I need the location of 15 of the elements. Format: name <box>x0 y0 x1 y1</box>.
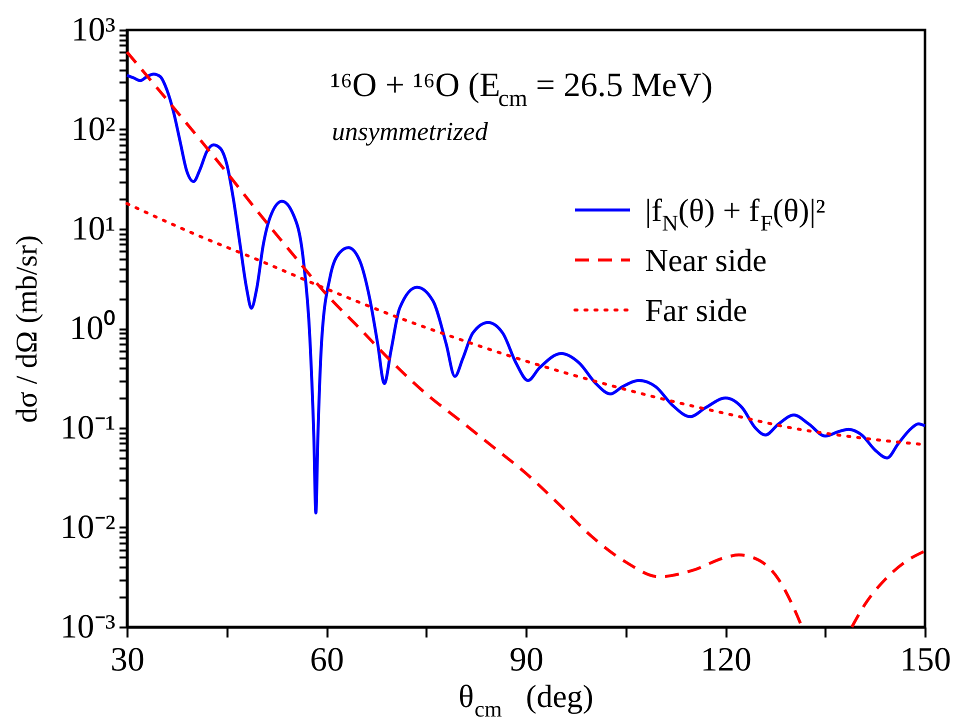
x-tick-label: 90 <box>510 642 544 678</box>
line-series <box>126 72 926 514</box>
y-tick-label: 10⁻² <box>60 509 116 546</box>
x-tick-label: 60 <box>310 642 344 678</box>
x-tick-label: 150 <box>900 642 951 678</box>
y-tick-label: 10³ <box>71 12 116 48</box>
y-tick-label: 10¹ <box>71 210 116 248</box>
y-tick-label: 10⁻¹ <box>60 410 116 446</box>
y-axis-title: dσ / dΩ (mb/sr) <box>10 235 44 423</box>
legend-label: Far side <box>645 292 748 328</box>
legend-label: Near side <box>645 242 767 278</box>
x-tick-label: 120 <box>700 642 752 678</box>
annotation: unsymmetrized <box>332 117 489 146</box>
y-tick-label: 10² <box>71 111 116 148</box>
y-tick-label: 10⁰ <box>70 310 116 347</box>
